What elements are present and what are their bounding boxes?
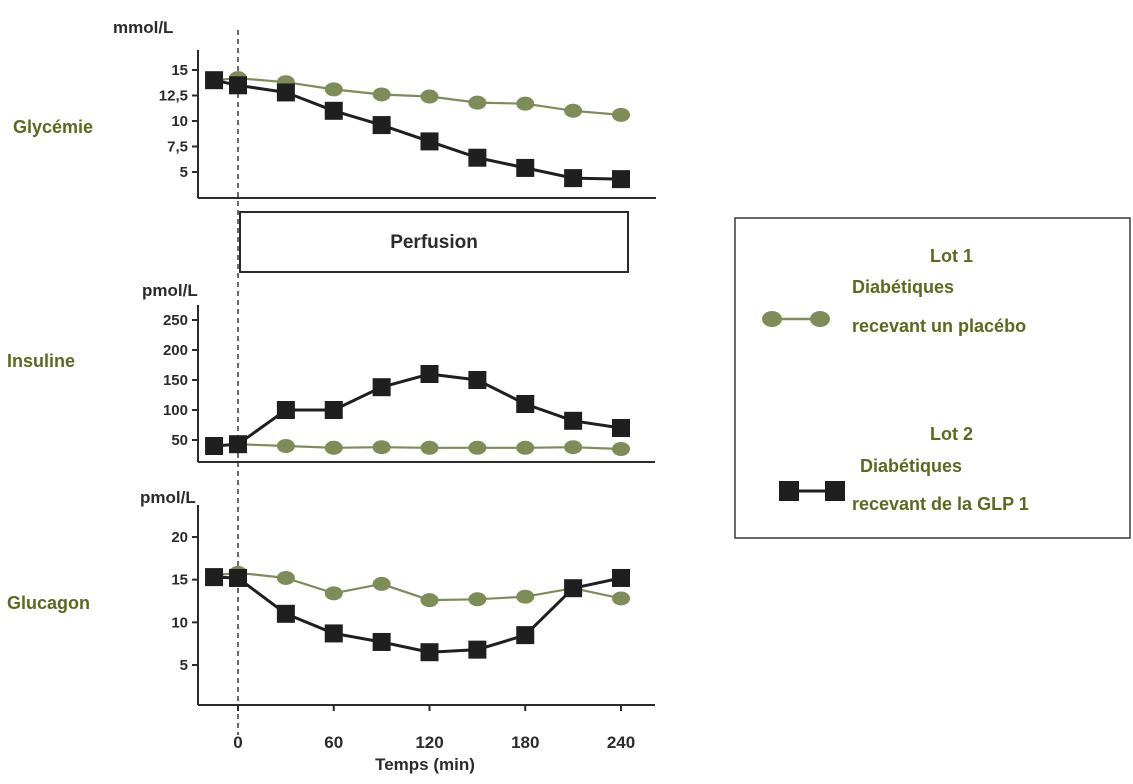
- insuline-lot1-point: [324, 440, 343, 455]
- glycemie-y-tick-label: 10: [171, 113, 188, 130]
- x-tick-label: 0: [233, 733, 242, 752]
- glycemie-unit-label: mmol/L: [113, 18, 173, 37]
- insuline-lot2-point: [276, 401, 295, 419]
- perfusion-label: Perfusion: [390, 232, 478, 253]
- glycemie-lot1-point: [420, 89, 439, 104]
- perfusion-box: [239, 211, 629, 273]
- insuline-title: Insuline: [7, 351, 75, 371]
- legend-lot1-title: Lot 1: [930, 246, 973, 266]
- insuline-lot2-point: [229, 435, 247, 454]
- glycemie-lot2-point: [205, 71, 224, 90]
- legend-lot2-desc-line2: recevant de la GLP 1: [852, 494, 1029, 514]
- glucagon-lot1-point: [372, 576, 391, 591]
- glucagon-lot2-point: [229, 568, 247, 587]
- glucagon-unit-label: pmol/L: [140, 488, 196, 507]
- x-tick-label: 240: [607, 733, 635, 752]
- glycemie-lot1-point: [612, 107, 630, 122]
- glycemie-lot2-point: [612, 170, 630, 189]
- glycemie-lot2-point: [516, 158, 535, 177]
- glucagon-lot2-point: [205, 568, 224, 587]
- x-tick-label: 180: [511, 733, 539, 752]
- insuline-y-tick-label: 200: [163, 342, 188, 359]
- glycemie-y-tick-label: 5: [180, 164, 188, 181]
- legend-lot2-title: Lot 2: [930, 424, 973, 444]
- glucagon-lot2-point: [564, 579, 583, 598]
- glucagon-lot2-point: [612, 568, 630, 587]
- glucagon-lot2-point: [276, 604, 295, 623]
- insuline-lot1-point: [372, 440, 391, 455]
- glucagon-y-tick-label: 10: [171, 614, 188, 631]
- glucagon-y-tick-label: 15: [171, 572, 188, 589]
- glycemie-y-tick-label: 7,5: [167, 139, 188, 156]
- insuline-lot1-line: [214, 443, 622, 451]
- insuline-y-tick-label: 250: [163, 312, 188, 329]
- insuline-lot1-point: [612, 442, 630, 456]
- glycemie-lot1-point: [564, 103, 583, 118]
- glycemie-lot1-point: [372, 87, 391, 102]
- glycemie-lot2-point: [372, 116, 391, 135]
- glycemie-lot2-line: [213, 78, 622, 181]
- insuline-lot1-point: [516, 440, 535, 455]
- legend-lot2-desc-line1: Diabétiques: [860, 456, 962, 476]
- glucagon-lot1-point: [468, 592, 487, 607]
- insuline-lot1-point: [468, 440, 487, 455]
- insuline-lot2-point: [372, 378, 391, 397]
- insuline-y-tick-label: 100: [163, 402, 188, 419]
- legend-lot1-desc-line2: recevant un placébo: [852, 316, 1026, 336]
- insuline-lot2-line: [213, 372, 622, 448]
- glucagon-lot2-point: [468, 640, 487, 659]
- glycemie-lot1-point: [324, 82, 343, 97]
- glucagon-lot1-point: [420, 593, 439, 608]
- glucagon-lot2-line: [214, 575, 622, 654]
- legend-lot2-marker: [779, 481, 845, 501]
- glucagon-lot2-point: [420, 643, 439, 662]
- glucagon-lot1-point: [276, 570, 295, 585]
- glucagon-title: Glucagon: [7, 593, 90, 613]
- glycemie-lot2-point: [468, 148, 487, 167]
- insuline-y-tick-label: 150: [163, 372, 188, 389]
- insuline-lot2-point: [205, 437, 224, 455]
- glucagon-lot2-point: [516, 626, 535, 645]
- glycemie-y-tick-label: 12,5: [159, 88, 188, 105]
- glucagon-lot2-point: [324, 624, 343, 643]
- glycemie-lot2-point: [324, 101, 343, 120]
- glycemie-lot2-point: [420, 132, 439, 151]
- glycemie-lot1-line: [214, 77, 622, 116]
- glucagon-lot2-point: [372, 632, 391, 651]
- insuline-lot2-point: [420, 365, 439, 383]
- insuline-lot1-point: [276, 439, 295, 453]
- insuline-lot2-point: [564, 411, 583, 430]
- glycemie-lot1-point: [468, 95, 487, 110]
- legend-lot1-marker: [762, 311, 830, 327]
- x-axis-title: Temps (min): [375, 755, 475, 774]
- insuline-lot2-point: [324, 401, 343, 419]
- glycemie-y-tick-label: 15: [171, 62, 188, 79]
- glucagon-lot1-point: [324, 586, 343, 601]
- insuline-lot2-point: [612, 419, 630, 437]
- legend-lot1-desc-line1: Diabétiques: [852, 277, 954, 297]
- glycemie-title: Glycémie: [13, 117, 93, 137]
- glucagon-lot1-point: [516, 589, 535, 604]
- insuline-y-tick-label: 50: [171, 432, 188, 449]
- glycemie-lot2-point: [229, 76, 247, 95]
- glycemie-lot2-point: [564, 169, 583, 188]
- legend-box: [734, 217, 1131, 539]
- glycemie-lot1-point: [516, 96, 535, 111]
- x-tick-label: 60: [324, 733, 343, 752]
- insuline-lot1-point: [420, 440, 439, 455]
- glucagon-lot1-point: [612, 591, 630, 606]
- insuline-unit-label: pmol/L: [142, 281, 198, 300]
- insuline-lot1-point: [564, 440, 583, 455]
- glucagon-y-tick-label: 5: [180, 657, 188, 674]
- x-tick-label: 120: [415, 733, 443, 752]
- insuline-lot2-point: [468, 371, 487, 389]
- insuline-lot2-point: [516, 395, 535, 413]
- glucagon-y-tick-label: 20: [171, 529, 188, 546]
- glycemie-lot2-point: [276, 83, 295, 102]
- glucagon-lot1-line: [213, 571, 622, 602]
